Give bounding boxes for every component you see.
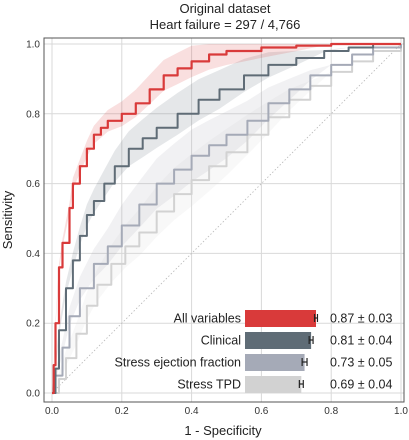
auc-value-label: 0.87 ± 0.03 <box>330 312 393 326</box>
auc-bar <box>245 354 305 371</box>
x-tick-label: 1.0 <box>394 406 408 417</box>
confidence-band <box>52 44 401 393</box>
chart-title: Original dataset <box>179 1 270 16</box>
auc-bar <box>245 332 312 349</box>
roc-curve <box>52 42 401 395</box>
plot-area: 0.0 0.0 0.2 0.2 0.4 0.4 0.6 0.6 0.8 0.8 1.0 1.0 All … <box>26 37 408 417</box>
y-tick-label: 1.0 <box>26 40 40 51</box>
y-tick-label: 0.4 <box>26 249 40 260</box>
confidence-band <box>52 44 401 393</box>
x-tick-label: 0.8 <box>324 406 338 417</box>
legend-label: Clinical <box>201 334 241 348</box>
x-tick-label: 0.0 <box>45 406 59 417</box>
y-tick-label: 0.0 <box>26 389 40 400</box>
y-tick-label: 0.8 <box>26 109 40 120</box>
auc-value-label: 0.81 ± 0.04 <box>330 334 393 348</box>
roc-curve <box>52 43 401 394</box>
y-tick-label: 0.6 <box>26 179 40 190</box>
auc-value-label: 0.69 ± 0.04 <box>330 378 393 392</box>
roc-curve <box>52 44 402 394</box>
y-tick-label: 0.2 <box>26 319 40 330</box>
roc-curve <box>52 44 402 394</box>
legend-label: Stress ejection fraction <box>115 356 241 370</box>
auc-bar <box>245 310 316 327</box>
auc-value-label: 0.73 ± 0.05 <box>330 356 393 370</box>
plot-background <box>44 38 404 402</box>
x-axis-label: 1 - Specificity <box>184 423 262 438</box>
plot-border <box>43 37 405 403</box>
chart-subtitle: Heart failure = 297 / 4,766 <box>150 17 301 32</box>
legend-label: Stress TPD <box>177 378 241 392</box>
y-axis-label: Sensitivity <box>0 190 15 249</box>
x-tick-label: 0.6 <box>254 406 268 417</box>
auc-bar <box>245 376 302 393</box>
x-tick-label: 0.2 <box>115 406 129 417</box>
x-tick-label: 0.4 <box>185 406 199 417</box>
legend-label: All variables <box>174 312 241 326</box>
